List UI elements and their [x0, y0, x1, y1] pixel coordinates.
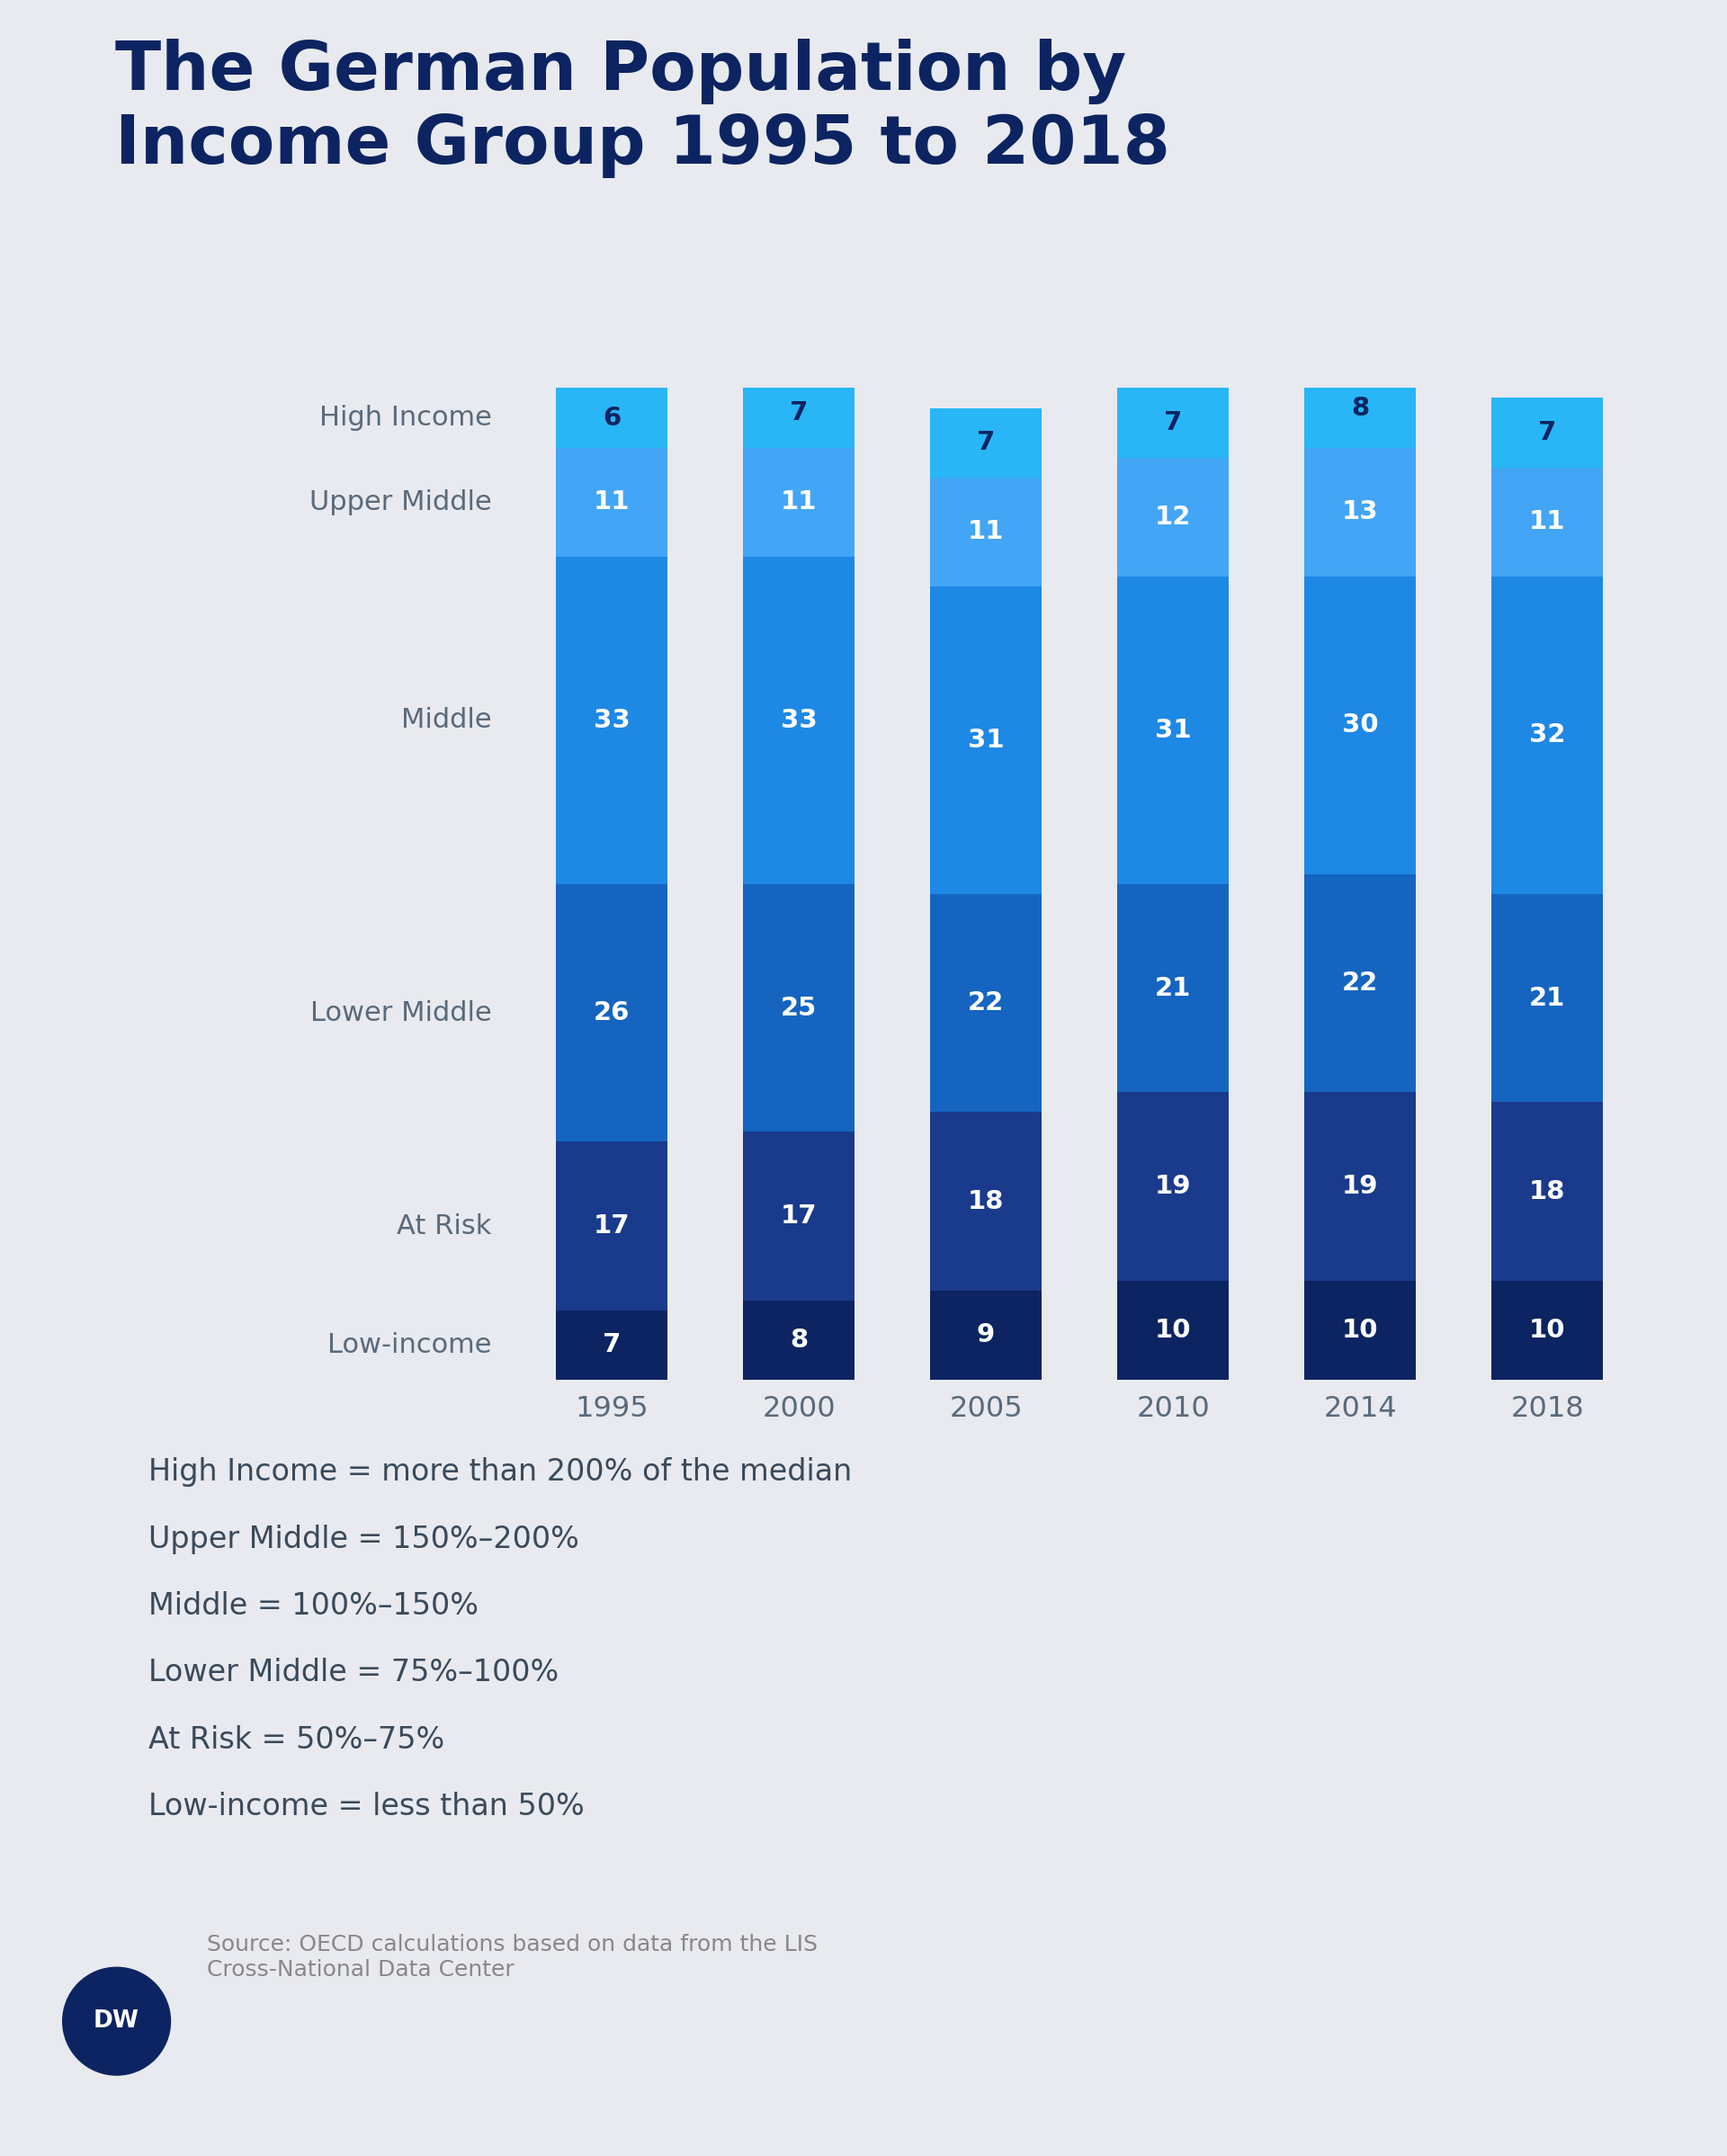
Text: Lower Middle = 75%–100%: Lower Middle = 75%–100% — [149, 1658, 560, 1688]
Text: 17: 17 — [781, 1203, 817, 1229]
Bar — [556, 388, 668, 448]
Text: 26: 26 — [594, 1000, 630, 1026]
Bar — [1117, 457, 1230, 576]
Text: At Risk = 50%–75%: At Risk = 50%–75% — [149, 1725, 444, 1755]
Text: 17: 17 — [594, 1214, 630, 1240]
Bar — [556, 448, 668, 556]
Bar — [1304, 1281, 1416, 1380]
Text: 33: 33 — [594, 707, 630, 733]
Bar — [929, 586, 1041, 895]
Bar — [743, 448, 855, 556]
Text: 7: 7 — [789, 401, 808, 425]
Text: 19: 19 — [1342, 1173, 1378, 1199]
Text: 18: 18 — [967, 1188, 1003, 1214]
Bar — [1490, 895, 1603, 1102]
Bar — [556, 556, 668, 884]
Text: Middle: Middle — [401, 707, 492, 733]
Text: DW: DW — [93, 2009, 140, 2033]
Text: At Risk: At Risk — [397, 1214, 492, 1240]
Text: High Income = more than 200% of the median: High Income = more than 200% of the medi… — [149, 1457, 851, 1488]
Text: 22: 22 — [967, 990, 1003, 1015]
Text: 7: 7 — [1539, 420, 1556, 446]
Text: 8: 8 — [1351, 395, 1370, 420]
Text: Upper Middle = 150%–200%: Upper Middle = 150%–200% — [149, 1524, 579, 1554]
Text: High Income: High Income — [319, 405, 492, 431]
Bar — [743, 556, 855, 884]
Text: 30: 30 — [1342, 714, 1378, 737]
Text: 21: 21 — [1155, 975, 1192, 1000]
Text: 25: 25 — [781, 996, 817, 1020]
Text: Low-income = less than 50%: Low-income = less than 50% — [149, 1792, 584, 1822]
Bar — [1117, 388, 1230, 457]
Bar — [743, 1300, 855, 1380]
Text: 11: 11 — [1528, 509, 1565, 535]
Text: 13: 13 — [1342, 500, 1378, 524]
Bar — [743, 884, 855, 1132]
Text: Middle = 100%–150%: Middle = 100%–150% — [149, 1591, 478, 1621]
Text: 33: 33 — [781, 707, 817, 733]
Text: 11: 11 — [967, 520, 1003, 545]
Text: Lower Middle: Lower Middle — [311, 1000, 492, 1026]
Text: 7: 7 — [603, 1332, 620, 1358]
Bar — [1490, 1102, 1603, 1281]
Bar — [1490, 468, 1603, 576]
Bar — [556, 884, 668, 1143]
Text: 19: 19 — [1155, 1173, 1192, 1199]
Text: Upper Middle: Upper Middle — [309, 489, 492, 515]
Bar — [1117, 1281, 1230, 1380]
Text: 12: 12 — [1155, 505, 1192, 530]
Bar — [1304, 576, 1416, 873]
Text: 21: 21 — [1528, 985, 1565, 1011]
Text: The German Population by
Income Group 1995 to 2018: The German Population by Income Group 19… — [116, 39, 1171, 177]
Bar — [1490, 576, 1603, 895]
Bar — [929, 895, 1041, 1112]
Circle shape — [62, 1968, 171, 2074]
Text: 8: 8 — [789, 1328, 808, 1352]
Text: 10: 10 — [1342, 1317, 1378, 1343]
Bar — [1304, 1093, 1416, 1281]
Bar — [1117, 1093, 1230, 1281]
Bar — [1304, 369, 1416, 448]
Text: 10: 10 — [1528, 1317, 1565, 1343]
Text: 9: 9 — [977, 1322, 995, 1348]
Bar — [743, 1132, 855, 1300]
Bar — [1117, 576, 1230, 884]
Text: 11: 11 — [781, 489, 817, 515]
Bar — [1304, 448, 1416, 576]
Text: 31: 31 — [967, 727, 1003, 752]
Text: 6: 6 — [603, 405, 620, 431]
Text: 7: 7 — [1164, 410, 1181, 436]
Bar — [743, 377, 855, 448]
Bar — [556, 1143, 668, 1311]
Text: Low-income: Low-income — [328, 1332, 492, 1358]
Bar — [1117, 884, 1230, 1093]
Text: 32: 32 — [1528, 722, 1565, 748]
Bar — [929, 1291, 1041, 1380]
Text: 7: 7 — [977, 429, 995, 455]
Text: 22: 22 — [1342, 970, 1378, 996]
Text: 10: 10 — [1155, 1317, 1192, 1343]
Text: 31: 31 — [1155, 718, 1192, 744]
Bar — [1490, 399, 1603, 468]
Text: Source: OECD calculations based on data from the LIS
Cross-National Data Center: Source: OECD calculations based on data … — [207, 1934, 819, 1981]
Bar — [929, 407, 1041, 476]
Bar — [1490, 1281, 1603, 1380]
Bar — [556, 1311, 668, 1380]
Bar — [929, 476, 1041, 586]
Bar — [929, 1112, 1041, 1291]
Text: 18: 18 — [1528, 1179, 1565, 1203]
Text: 11: 11 — [594, 489, 630, 515]
Bar — [1304, 873, 1416, 1093]
